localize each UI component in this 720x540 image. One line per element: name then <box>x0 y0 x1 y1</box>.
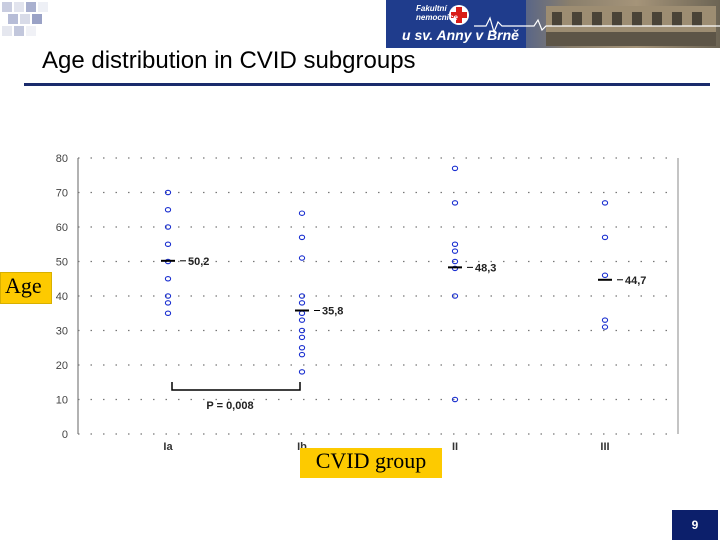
data-point <box>164 241 172 248</box>
data-point <box>451 200 459 206</box>
data-point <box>601 200 609 206</box>
data-point <box>451 241 459 248</box>
mean-label: 48,3 <box>475 262 496 274</box>
hospital-banner: Fakultní nemocnice u sv. Anny v Brně <box>386 0 720 48</box>
data-point <box>451 248 459 254</box>
y-tick-label: 40 <box>56 291 68 303</box>
page-number: 9 <box>672 510 718 540</box>
data-point <box>164 300 172 306</box>
data-point <box>164 207 172 213</box>
y-tick-label: 70 <box>56 188 68 200</box>
data-point <box>298 210 306 216</box>
slide-title: Age distribution in CVID subgroups <box>42 47 416 74</box>
data-point <box>164 276 172 282</box>
x-tick-label: Ia <box>163 441 173 453</box>
data-point <box>164 189 172 196</box>
y-tick-label: 60 <box>56 222 68 234</box>
banner-hospital-name: u sv. Anny v Brně <box>402 27 519 43</box>
data-point <box>298 334 306 341</box>
data-point <box>601 324 609 330</box>
data-point <box>298 345 306 351</box>
data-point <box>451 165 459 172</box>
data-point <box>298 310 306 317</box>
mean-label: 50,2 <box>188 256 209 268</box>
data-point <box>164 310 172 317</box>
data-point <box>298 327 306 334</box>
data-point <box>451 396 459 403</box>
data-point <box>298 369 306 375</box>
data-point <box>298 234 306 241</box>
y-tick-label: 20 <box>56 360 68 372</box>
data-point <box>601 317 609 323</box>
y-tick-label: 80 <box>56 153 68 165</box>
data-point <box>298 351 306 358</box>
x-tick-label: Ib <box>297 441 307 453</box>
p-value-label: P = 0,008 <box>206 400 253 412</box>
significance-bracket <box>171 382 301 391</box>
data-point <box>298 300 306 306</box>
mean-label: 44,7 <box>625 275 646 287</box>
data-point <box>164 224 172 230</box>
data-point <box>298 255 306 261</box>
data-point <box>601 234 609 241</box>
x-tick-label: II <box>452 441 458 453</box>
data-point <box>298 317 306 323</box>
hospital-cross-icon <box>449 5 469 25</box>
x-tick-label: III <box>600 441 609 453</box>
data-point <box>451 265 459 272</box>
data-point <box>298 293 306 299</box>
banner-line-1: Fakultní nemocnice <box>416 4 458 22</box>
mean-label: 35,8 <box>322 305 343 317</box>
title-underline <box>24 83 710 86</box>
corner-squares-decoration <box>2 2 48 36</box>
y-tick-label: 50 <box>56 257 68 269</box>
age-axis-callout: Age <box>0 272 52 304</box>
data-point <box>451 293 459 299</box>
y-tick-label: 10 <box>56 395 68 407</box>
pulse-line-icon <box>474 16 720 34</box>
cvid-group-callout: CVID group <box>300 448 442 478</box>
y-tick-label: 0 <box>62 429 68 441</box>
data-point <box>601 272 609 279</box>
data-point <box>451 258 459 265</box>
data-point <box>164 293 172 299</box>
y-tick-label: 30 <box>56 326 68 338</box>
